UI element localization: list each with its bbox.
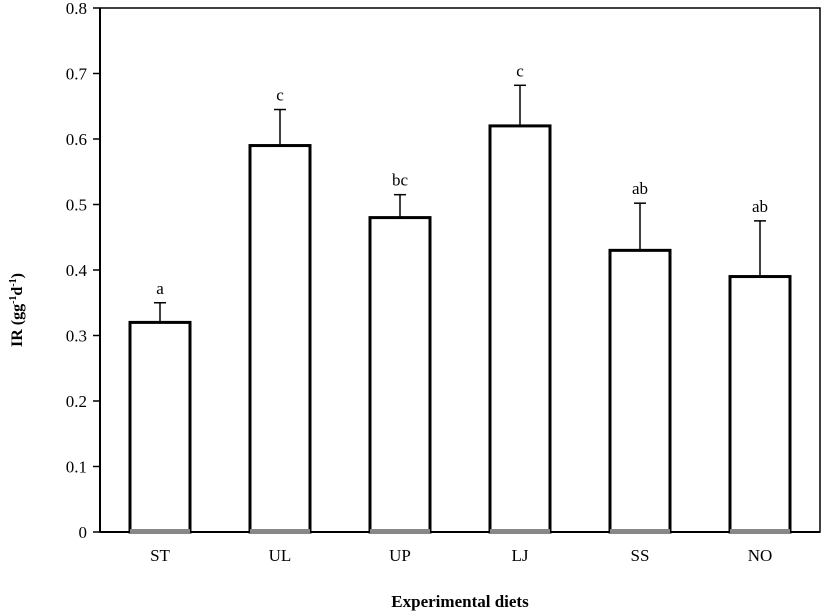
- x-axis-label: Experimental diets: [391, 592, 529, 611]
- y-tick-label: 0.5: [66, 196, 87, 215]
- bar-base-ul: [250, 529, 310, 534]
- bar-base-st: [130, 529, 190, 534]
- x-tick-label-ul: UL: [269, 546, 292, 565]
- y-tick-label: 0.6: [66, 130, 87, 149]
- x-axis-ticks: ST UL UP LJ SS NO: [150, 546, 772, 565]
- significance-letter-up: bc: [392, 171, 409, 190]
- x-tick-label-up: UP: [389, 546, 411, 565]
- y-tick-label: 0.3: [66, 327, 87, 346]
- bar-base-up: [370, 529, 430, 534]
- x-tick-label-lj: LJ: [512, 546, 529, 565]
- bar-base-lj: [490, 529, 550, 534]
- y-axis-label-mid: d: [9, 287, 26, 296]
- significance-letter-no: ab: [752, 197, 768, 216]
- significance-letter-lj: c: [516, 61, 524, 80]
- y-tick-label: 0: [79, 523, 88, 542]
- y-axis-label-sup1: -1: [8, 296, 19, 304]
- x-tick-label-no: NO: [748, 546, 773, 565]
- y-tick-label: 0.8: [66, 0, 87, 18]
- bar-base-ss: [610, 529, 670, 534]
- x-tick-label-st: ST: [150, 546, 170, 565]
- y-axis-label-end: ): [9, 273, 26, 278]
- y-tick-label: 0.1: [66, 458, 87, 477]
- y-tick-label: 0.2: [66, 392, 87, 411]
- significance-letter-st: a: [156, 279, 164, 298]
- bar-base-no: [730, 529, 790, 534]
- y-axis-ticks: 0 0.1 0.2 0.3 0.4 0.5 0.6 0.7 0.8: [66, 0, 100, 542]
- bars-group: a c bc c ab ab: [128, 61, 792, 534]
- y-axis-label-main: IR (gg: [9, 304, 26, 347]
- bar-ul: [248, 144, 312, 534]
- significance-letter-ul: c: [276, 86, 284, 105]
- bar-up: [368, 216, 432, 534]
- significance-letter-ss: ab: [632, 179, 648, 198]
- y-tick-label: 0.7: [66, 65, 88, 84]
- y-axis-label-sup2: -1: [8, 278, 19, 286]
- y-axis-label: IR (gg-1d-1): [8, 273, 26, 347]
- bar-st: [128, 320, 192, 534]
- bar-lj: [488, 124, 552, 534]
- x-tick-label-ss: SS: [631, 546, 650, 565]
- bar-no: [728, 275, 792, 534]
- y-tick-label: 0.4: [66, 261, 88, 280]
- plot-frame: [99, 7, 821, 533]
- bar-ss: [608, 248, 672, 534]
